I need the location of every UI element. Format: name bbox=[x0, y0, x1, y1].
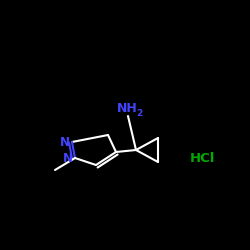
Text: N: N bbox=[62, 152, 72, 164]
Text: HCl: HCl bbox=[189, 152, 215, 164]
Text: NH: NH bbox=[116, 102, 137, 115]
Text: N: N bbox=[60, 136, 70, 148]
Text: 2: 2 bbox=[136, 110, 143, 118]
